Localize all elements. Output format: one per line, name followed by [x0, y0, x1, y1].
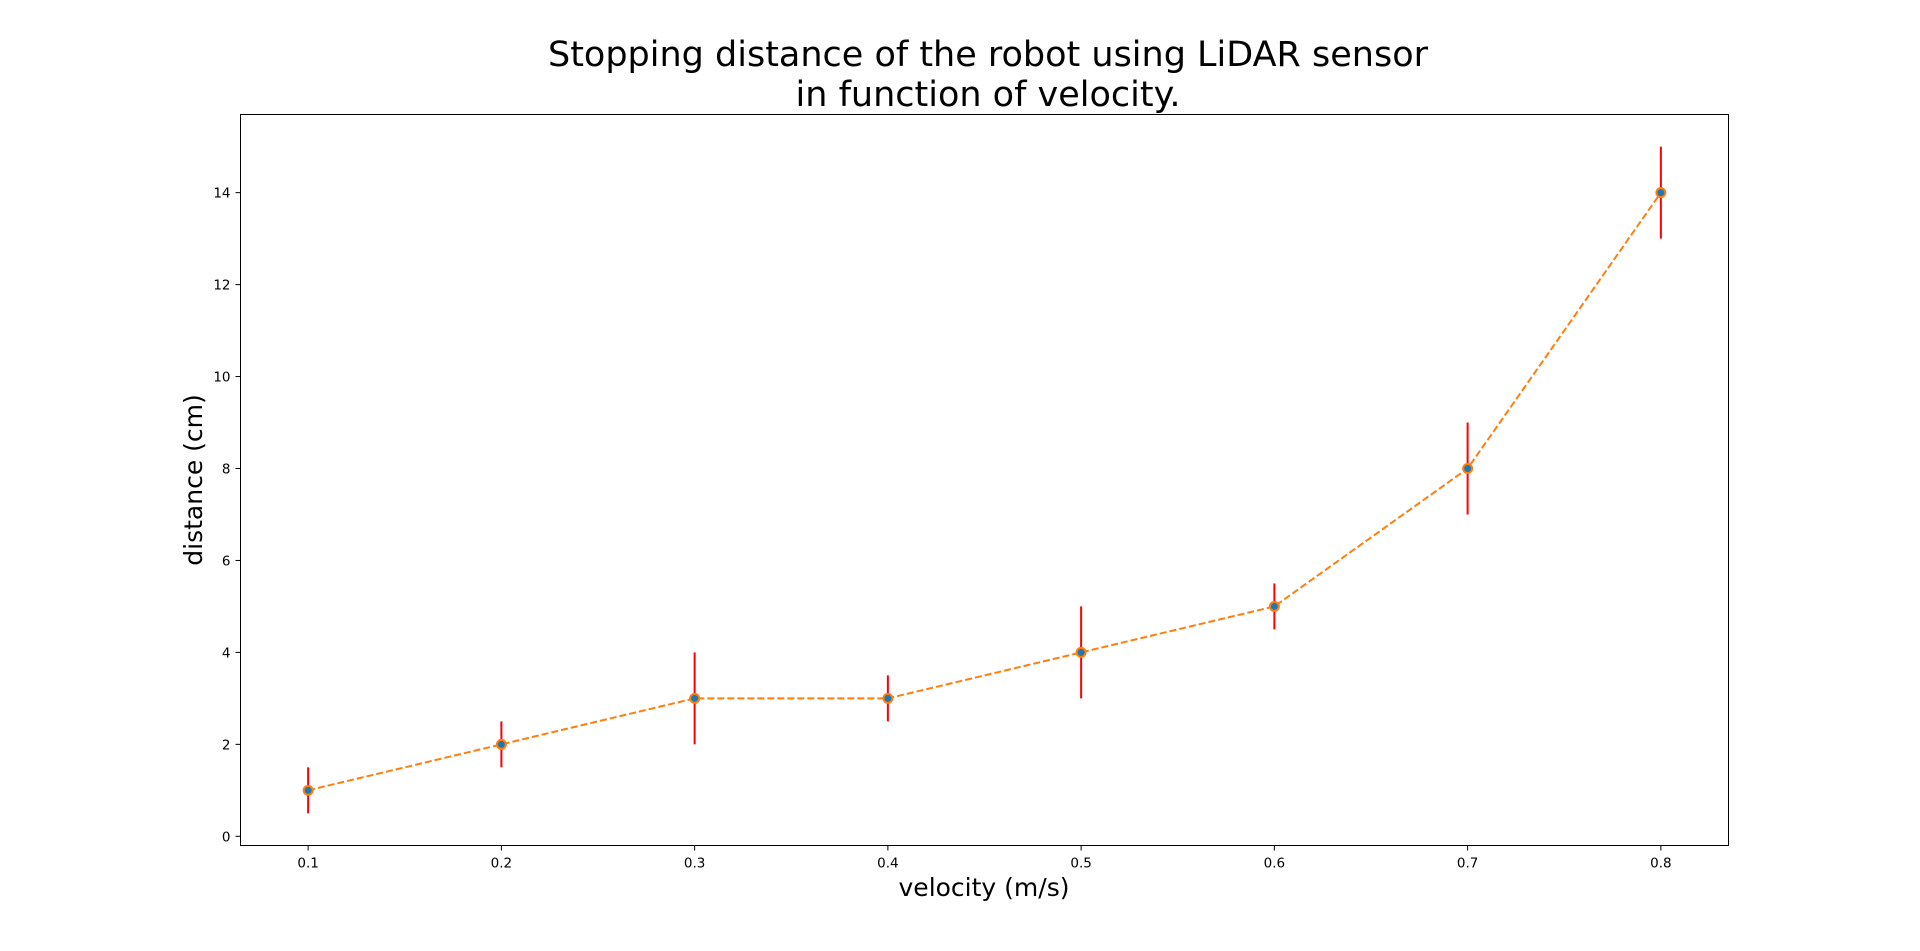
x-axis-ticks: 0.1 0.2 0.3 0.4 0.5 0.6 0.7 0.8	[297, 845, 1672, 872]
data-point	[1462, 463, 1474, 475]
x-tick-label: 0.3	[684, 856, 705, 872]
y-tick-label: 0	[222, 829, 231, 845]
data-point	[495, 738, 507, 750]
x-tick-label: 0.5	[1070, 856, 1091, 872]
data-point	[1268, 600, 1280, 612]
data-point	[302, 784, 314, 796]
data-point	[689, 692, 701, 704]
y-tick-label: 10	[213, 370, 230, 386]
data-point	[1655, 187, 1667, 199]
chart-title-line-1: Stopping distance of the robot using LiD…	[548, 35, 1429, 75]
axes-frame	[240, 114, 1729, 846]
y-tick-label: 8	[222, 462, 231, 478]
chart-title-line-2: in function of velocity.	[796, 75, 1181, 115]
x-tick-label: 0.1	[297, 856, 318, 872]
y-tick-label: 2	[222, 737, 231, 753]
x-tick-label: 0.6	[1264, 856, 1285, 872]
y-axis-ticks: 0 2 4 6 8 10 12 14	[213, 186, 241, 845]
x-axis-label: velocity (m/s)	[899, 873, 1070, 902]
plot-area	[302, 146, 1667, 814]
x-tick-label: 0.7	[1457, 856, 1478, 872]
y-axis-label: distance (cm)	[179, 394, 208, 565]
y-tick-label: 12	[213, 278, 230, 294]
x-tick-label: 0.2	[491, 856, 512, 872]
y-tick-label: 4	[222, 645, 231, 661]
series-line	[307, 192, 1662, 792]
x-tick-label: 0.4	[877, 856, 898, 872]
y-tick-label: 6	[222, 553, 231, 569]
data-point	[882, 692, 894, 704]
y-tick-label: 14	[213, 186, 230, 202]
data-point	[1075, 646, 1087, 658]
x-tick-label: 0.8	[1650, 856, 1671, 872]
